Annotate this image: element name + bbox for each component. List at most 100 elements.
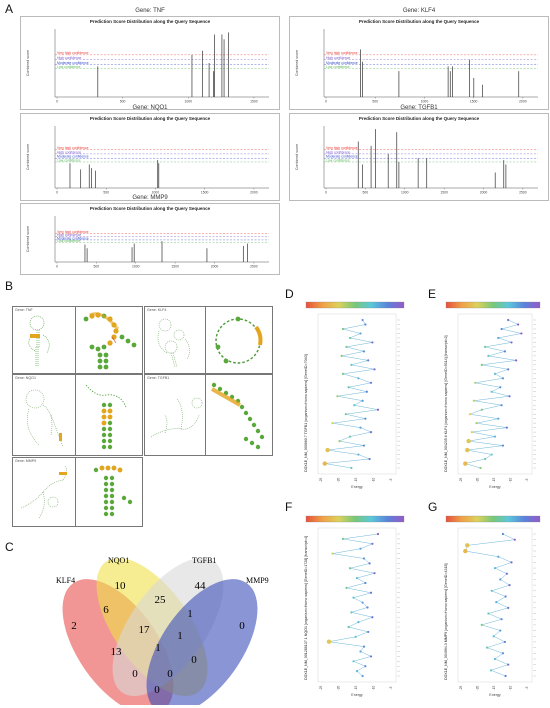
- energy-point: [359, 426, 362, 429]
- energy-plot-axis-title: DOX1E_NM_004235.6 KLF4 [organism=Homo sa…: [444, 335, 448, 472]
- energy-point: [348, 336, 352, 340]
- gene-label: Gene: KLF4: [402, 8, 436, 14]
- rna-overview-drawing: [28, 315, 50, 367]
- x-tick-label: 2000: [519, 100, 527, 104]
- legend-entry: High confidence: [326, 56, 350, 60]
- energy-point: [348, 435, 352, 438]
- x-tick-label: -25: [319, 477, 323, 482]
- venn-region-count: 1: [155, 642, 161, 654]
- energy-point: [501, 444, 505, 447]
- rna-structure-nqo1-zoom: [75, 374, 143, 456]
- energy-point: [357, 621, 360, 624]
- energy-point: [367, 359, 370, 362]
- x-tick-label: 500: [120, 100, 126, 104]
- rna-overview-drawing: [157, 318, 190, 368]
- legend-entry: Very high confidence: [57, 146, 89, 150]
- rna-structure-klf4-overview: Gene: KLF4: [144, 306, 206, 374]
- energy-line: [324, 319, 379, 469]
- x-tick-label: -25: [319, 685, 323, 690]
- energy-point: [341, 537, 345, 540]
- legend-entry: Moderate confidence: [326, 155, 358, 159]
- energy-point: [357, 377, 360, 380]
- energy-point: [376, 532, 380, 536]
- energy-plot-svg: -25 -20 -15 -10 -5 Energy: [305, 301, 405, 489]
- energy-point: [475, 422, 478, 425]
- energy-plot-e: -25 -20 -15 -10 -5 Energy DOX1E_NM_004235.6 KL…: [440, 300, 544, 496]
- rna-structure-tnf-zoom: [75, 306, 143, 374]
- energy-plot-svg: -25 -20 -15 -10 -5 Energy: [305, 515, 405, 697]
- x-tick-label: -5: [389, 686, 393, 689]
- x-tick-label: 1000: [132, 265, 140, 269]
- venn-region-count: 25: [155, 594, 167, 606]
- legend-entry: Low confidence: [57, 65, 81, 69]
- energy-point: [497, 417, 500, 420]
- energy-point: [490, 589, 493, 592]
- x-tick-label: -5: [525, 478, 529, 481]
- x-tick-label: -25: [459, 477, 463, 482]
- x-tick-label: -5: [389, 478, 393, 481]
- energy-point: [371, 542, 374, 545]
- energy-plot-f: -25 -20 -15 -10 -5 Energy DOX1E_NM_001286137.1…: [300, 514, 408, 704]
- x-tick-label: 2000: [250, 191, 258, 195]
- energy-point: [497, 336, 500, 340]
- legend-entry: Moderate confidence: [57, 155, 89, 159]
- energy-point: [376, 408, 380, 411]
- energy-point: [362, 444, 366, 447]
- energy-point: [500, 618, 503, 621]
- x-tick-label: 1000: [401, 191, 409, 195]
- energy-point: [484, 345, 487, 349]
- energy-point: [493, 657, 497, 661]
- energy-point: [501, 532, 505, 536]
- energy-point: [507, 606, 510, 609]
- legend-entry: Very high confidence: [326, 51, 358, 55]
- energy-point: [513, 538, 516, 541]
- energy-plot-g: -25 -20 -15 -10 -5 Energy DOX1E_NM_004994.3 MM…: [440, 514, 544, 704]
- rna-gene-label: Gene: NQO1: [15, 376, 36, 380]
- venn-set-label: MMP9: [246, 576, 269, 585]
- energy-point: [466, 438, 471, 444]
- energy-point: [361, 601, 364, 604]
- energy-point: [472, 399, 475, 402]
- venn-region-count: 1: [177, 630, 183, 642]
- venn-region-count: 10: [115, 580, 127, 592]
- energy-point: [508, 395, 511, 398]
- energy-point: [354, 635, 357, 638]
- energy-point: [507, 663, 510, 666]
- energy-line: [328, 533, 379, 677]
- venn-region-count: 44: [195, 580, 207, 592]
- energy-point: [371, 616, 374, 619]
- plot-title: Prediction Score Distribution along the …: [89, 206, 211, 211]
- energy-line: [464, 319, 522, 469]
- x-tick-label: 500: [372, 100, 378, 104]
- x-tick-label: -15: [354, 477, 358, 482]
- rna-zoom-drawing: [83, 312, 137, 370]
- gene-label: Gene: NQO1: [132, 105, 168, 111]
- legend-entry: High confidence: [326, 150, 350, 154]
- energy-point: [465, 447, 470, 453]
- y-axis-label: Combined score: [295, 50, 299, 76]
- x-tick-label: -10: [509, 477, 513, 482]
- energy-point: [369, 381, 373, 384]
- energy-point: [503, 640, 506, 644]
- energy-point: [341, 327, 345, 331]
- energy-point: [510, 561, 513, 564]
- energy-point: [362, 645, 366, 648]
- energy-point: [507, 368, 510, 371]
- y-axis-label: Combined score: [295, 144, 299, 170]
- x-tick-label: -10: [372, 477, 376, 482]
- rna-zoom-drawing: [93, 465, 133, 517]
- energy-point: [362, 350, 366, 353]
- energy-point: [348, 567, 352, 570]
- energy-point: [505, 572, 508, 575]
- rna-gene-label: Gene: TNF: [15, 308, 33, 312]
- energy-point: [492, 635, 495, 638]
- energy-point: [357, 453, 360, 456]
- energy-point: [501, 652, 505, 655]
- rna-overview-drawing: [150, 397, 203, 438]
- score-plot-1: Gene: KLF4 Prediction Score Distribution…: [289, 8, 549, 110]
- rna-zoom-drawing: [215, 316, 263, 364]
- x-tick-label: 500: [94, 265, 100, 269]
- rna-structure-mmp9-zoom: [75, 457, 143, 527]
- legend-entry: Moderate confidence: [326, 61, 358, 65]
